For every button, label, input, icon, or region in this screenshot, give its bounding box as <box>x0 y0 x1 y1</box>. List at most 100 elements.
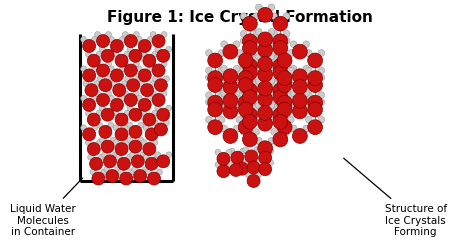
Ellipse shape <box>303 77 310 84</box>
Ellipse shape <box>141 140 147 146</box>
Ellipse shape <box>137 67 142 72</box>
Ellipse shape <box>103 155 117 168</box>
Ellipse shape <box>206 50 212 57</box>
Ellipse shape <box>271 80 277 87</box>
Ellipse shape <box>292 94 307 109</box>
Ellipse shape <box>318 117 325 123</box>
Ellipse shape <box>271 105 277 111</box>
Ellipse shape <box>268 89 275 96</box>
Ellipse shape <box>113 84 126 97</box>
Ellipse shape <box>243 59 257 74</box>
Ellipse shape <box>124 140 130 146</box>
Ellipse shape <box>229 164 242 177</box>
Ellipse shape <box>283 112 290 118</box>
Ellipse shape <box>306 50 312 57</box>
Ellipse shape <box>113 52 119 58</box>
Ellipse shape <box>318 50 325 57</box>
Ellipse shape <box>82 40 96 53</box>
Ellipse shape <box>143 55 156 68</box>
Ellipse shape <box>240 56 247 62</box>
Ellipse shape <box>253 80 259 87</box>
Ellipse shape <box>161 91 167 97</box>
Ellipse shape <box>124 52 130 58</box>
Ellipse shape <box>113 140 119 146</box>
Ellipse shape <box>99 47 105 53</box>
Ellipse shape <box>277 78 292 93</box>
Ellipse shape <box>215 162 221 168</box>
Ellipse shape <box>255 78 262 85</box>
Ellipse shape <box>248 75 255 82</box>
Ellipse shape <box>143 143 156 156</box>
Ellipse shape <box>164 76 169 82</box>
Ellipse shape <box>275 68 282 75</box>
Ellipse shape <box>157 155 170 168</box>
Ellipse shape <box>118 169 124 175</box>
Ellipse shape <box>273 108 288 123</box>
Ellipse shape <box>283 38 290 45</box>
Ellipse shape <box>221 77 228 84</box>
Ellipse shape <box>303 66 310 73</box>
Ellipse shape <box>95 62 100 68</box>
Ellipse shape <box>290 90 297 97</box>
Ellipse shape <box>255 138 262 144</box>
Ellipse shape <box>283 56 290 62</box>
Ellipse shape <box>243 84 257 98</box>
Ellipse shape <box>124 125 130 131</box>
Ellipse shape <box>99 155 104 160</box>
Ellipse shape <box>275 99 282 106</box>
Ellipse shape <box>85 84 98 97</box>
Ellipse shape <box>258 57 273 72</box>
Ellipse shape <box>132 167 137 173</box>
Ellipse shape <box>306 117 312 123</box>
Ellipse shape <box>166 152 172 158</box>
Ellipse shape <box>138 40 151 53</box>
Ellipse shape <box>119 96 125 102</box>
Ellipse shape <box>161 62 167 68</box>
Ellipse shape <box>218 75 225 82</box>
Ellipse shape <box>111 81 117 87</box>
Ellipse shape <box>271 87 277 94</box>
Ellipse shape <box>81 37 87 43</box>
Ellipse shape <box>283 31 290 38</box>
Ellipse shape <box>273 84 288 98</box>
Ellipse shape <box>112 152 118 158</box>
Ellipse shape <box>233 126 240 132</box>
Ellipse shape <box>125 76 130 82</box>
Ellipse shape <box>253 31 259 38</box>
Ellipse shape <box>136 76 142 82</box>
Ellipse shape <box>271 38 277 45</box>
Ellipse shape <box>129 140 142 153</box>
Ellipse shape <box>110 70 123 82</box>
Ellipse shape <box>85 111 91 116</box>
Ellipse shape <box>141 111 147 116</box>
Ellipse shape <box>152 94 165 107</box>
Ellipse shape <box>138 47 144 53</box>
Ellipse shape <box>257 160 263 166</box>
Ellipse shape <box>258 33 273 48</box>
Ellipse shape <box>268 148 273 154</box>
Ellipse shape <box>253 112 259 118</box>
Ellipse shape <box>215 150 221 156</box>
Ellipse shape <box>155 80 167 92</box>
Ellipse shape <box>271 63 277 69</box>
Ellipse shape <box>303 90 310 97</box>
Ellipse shape <box>115 55 128 68</box>
Ellipse shape <box>146 169 151 175</box>
Ellipse shape <box>108 76 114 82</box>
Ellipse shape <box>143 125 149 131</box>
Ellipse shape <box>236 75 243 82</box>
Ellipse shape <box>243 35 257 50</box>
Ellipse shape <box>308 96 322 110</box>
Ellipse shape <box>236 92 243 99</box>
Ellipse shape <box>133 62 139 68</box>
Ellipse shape <box>268 78 275 85</box>
Ellipse shape <box>308 54 322 68</box>
Ellipse shape <box>206 117 212 123</box>
Ellipse shape <box>124 36 137 48</box>
Ellipse shape <box>245 172 251 178</box>
Ellipse shape <box>273 35 288 50</box>
Ellipse shape <box>145 128 158 141</box>
Ellipse shape <box>223 80 238 95</box>
Ellipse shape <box>273 90 288 105</box>
Ellipse shape <box>122 91 128 97</box>
